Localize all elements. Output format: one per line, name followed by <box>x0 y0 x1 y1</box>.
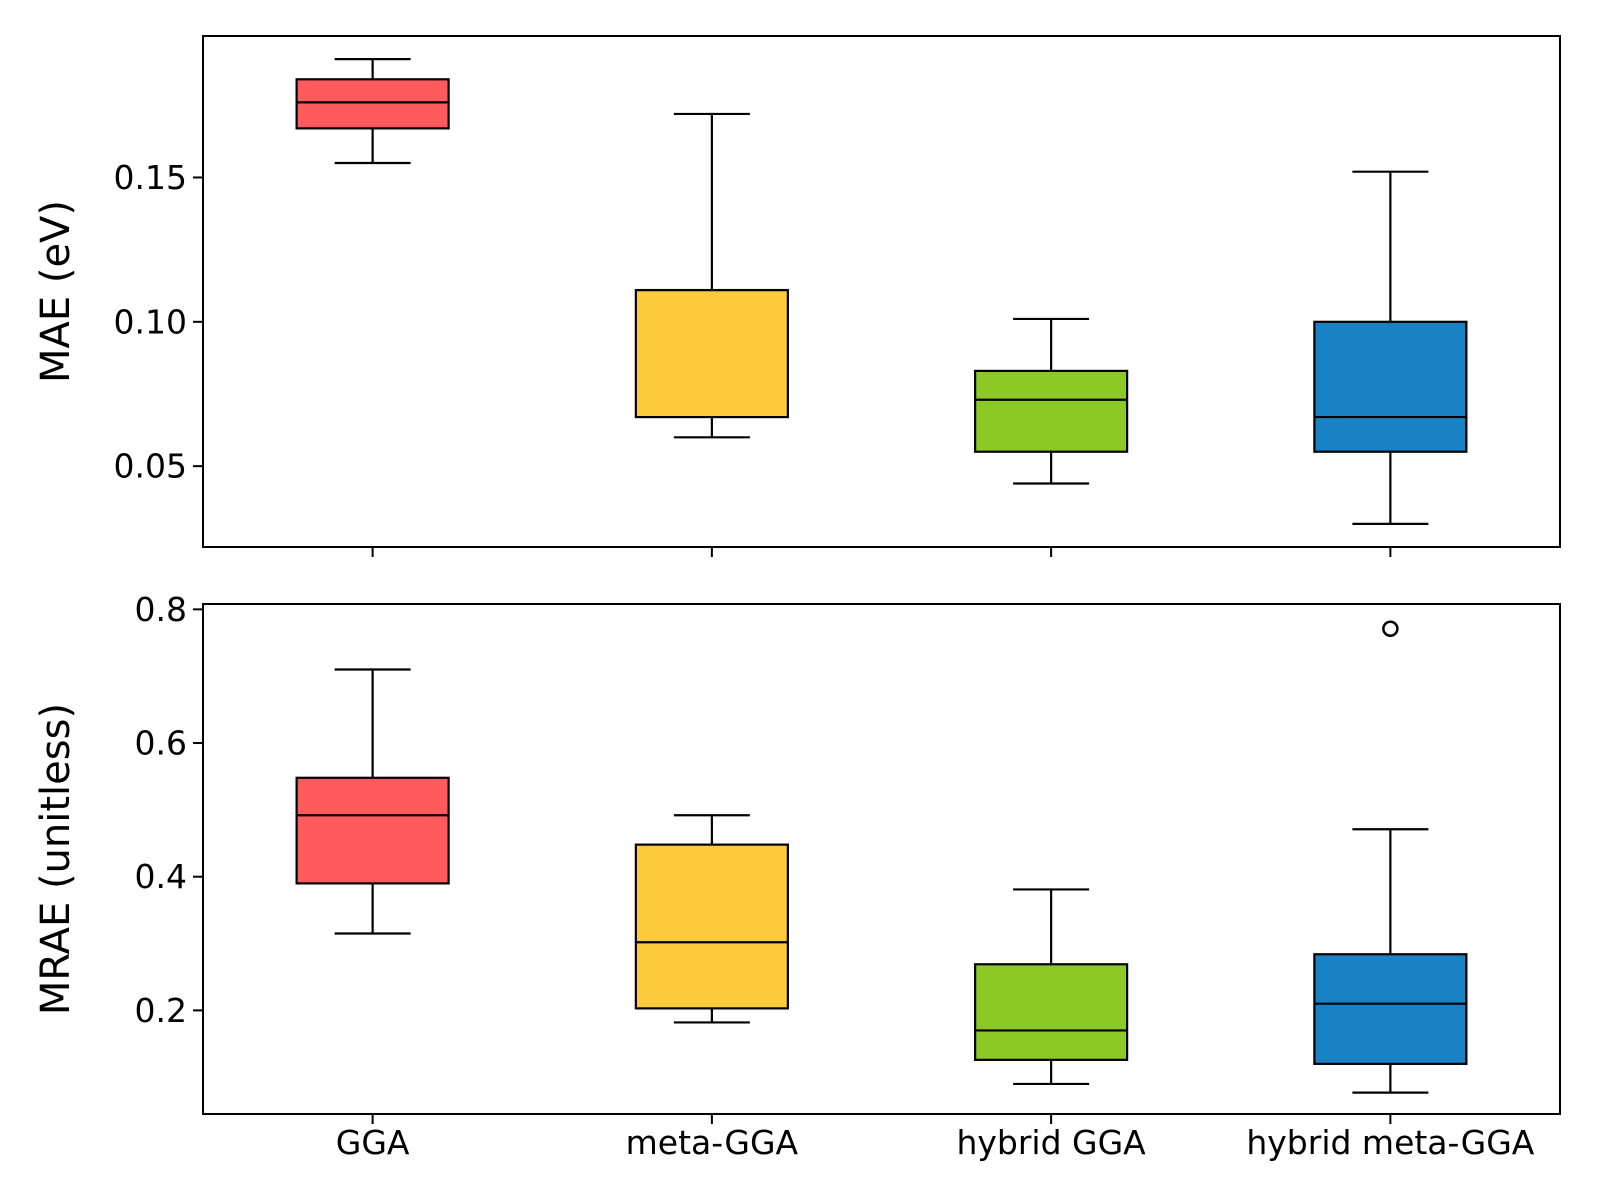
box-iqr <box>295 78 450 130</box>
y-tick-label: 0.6 <box>135 724 187 763</box>
box-hybrid-meta-gga <box>1313 170 1468 526</box>
box-iqr <box>1313 953 1468 1065</box>
y-tick-label: 0.4 <box>135 857 187 896</box>
box-iqr <box>634 843 789 1010</box>
y-tick-label: 0.10 <box>114 302 187 341</box>
outlier-point <box>1382 620 1399 637</box>
box-iqr <box>974 963 1129 1061</box>
box-hybrid-gga <box>974 888 1129 1086</box>
y-tick-label: 0.05 <box>114 447 187 486</box>
axes-frame <box>202 35 1561 548</box>
y-tick-label: 0.8 <box>135 590 187 629</box>
x-tick-label: meta-GGA <box>626 1123 799 1162</box>
axes-frame <box>202 603 1561 1115</box>
y-tick-label: 0.15 <box>114 158 187 197</box>
box-iqr <box>974 369 1129 453</box>
box-gga <box>295 668 450 935</box>
panel-2: 0.2 0.4 0.6 0.8 MRAE (unitless) GGA meta-GGA hy… <box>33 590 1561 1162</box>
box-meta-gga <box>634 112 789 439</box>
box-gga <box>295 57 450 165</box>
y-axis-label: MAE (eV) <box>33 200 79 383</box>
box-hybrid-meta-gga <box>1313 620 1468 1094</box>
x-tick-label: hybrid GGA <box>956 1123 1146 1162</box>
box-meta-gga <box>634 814 789 1024</box>
box-iqr <box>634 288 789 419</box>
x-tick-label: hybrid meta-GGA <box>1246 1123 1534 1162</box>
panel-1: 0.05 0.10 0.15 MAE (eV) <box>33 35 1561 557</box>
box-iqr <box>1313 320 1468 453</box>
y-tick-label: 0.2 <box>135 991 187 1030</box>
y-axis-label: MRAE (unitless) <box>33 703 79 1015</box>
x-tick-label: GGA <box>336 1123 410 1162</box>
box-hybrid-gga <box>974 317 1129 485</box>
box-iqr <box>295 776 450 885</box>
